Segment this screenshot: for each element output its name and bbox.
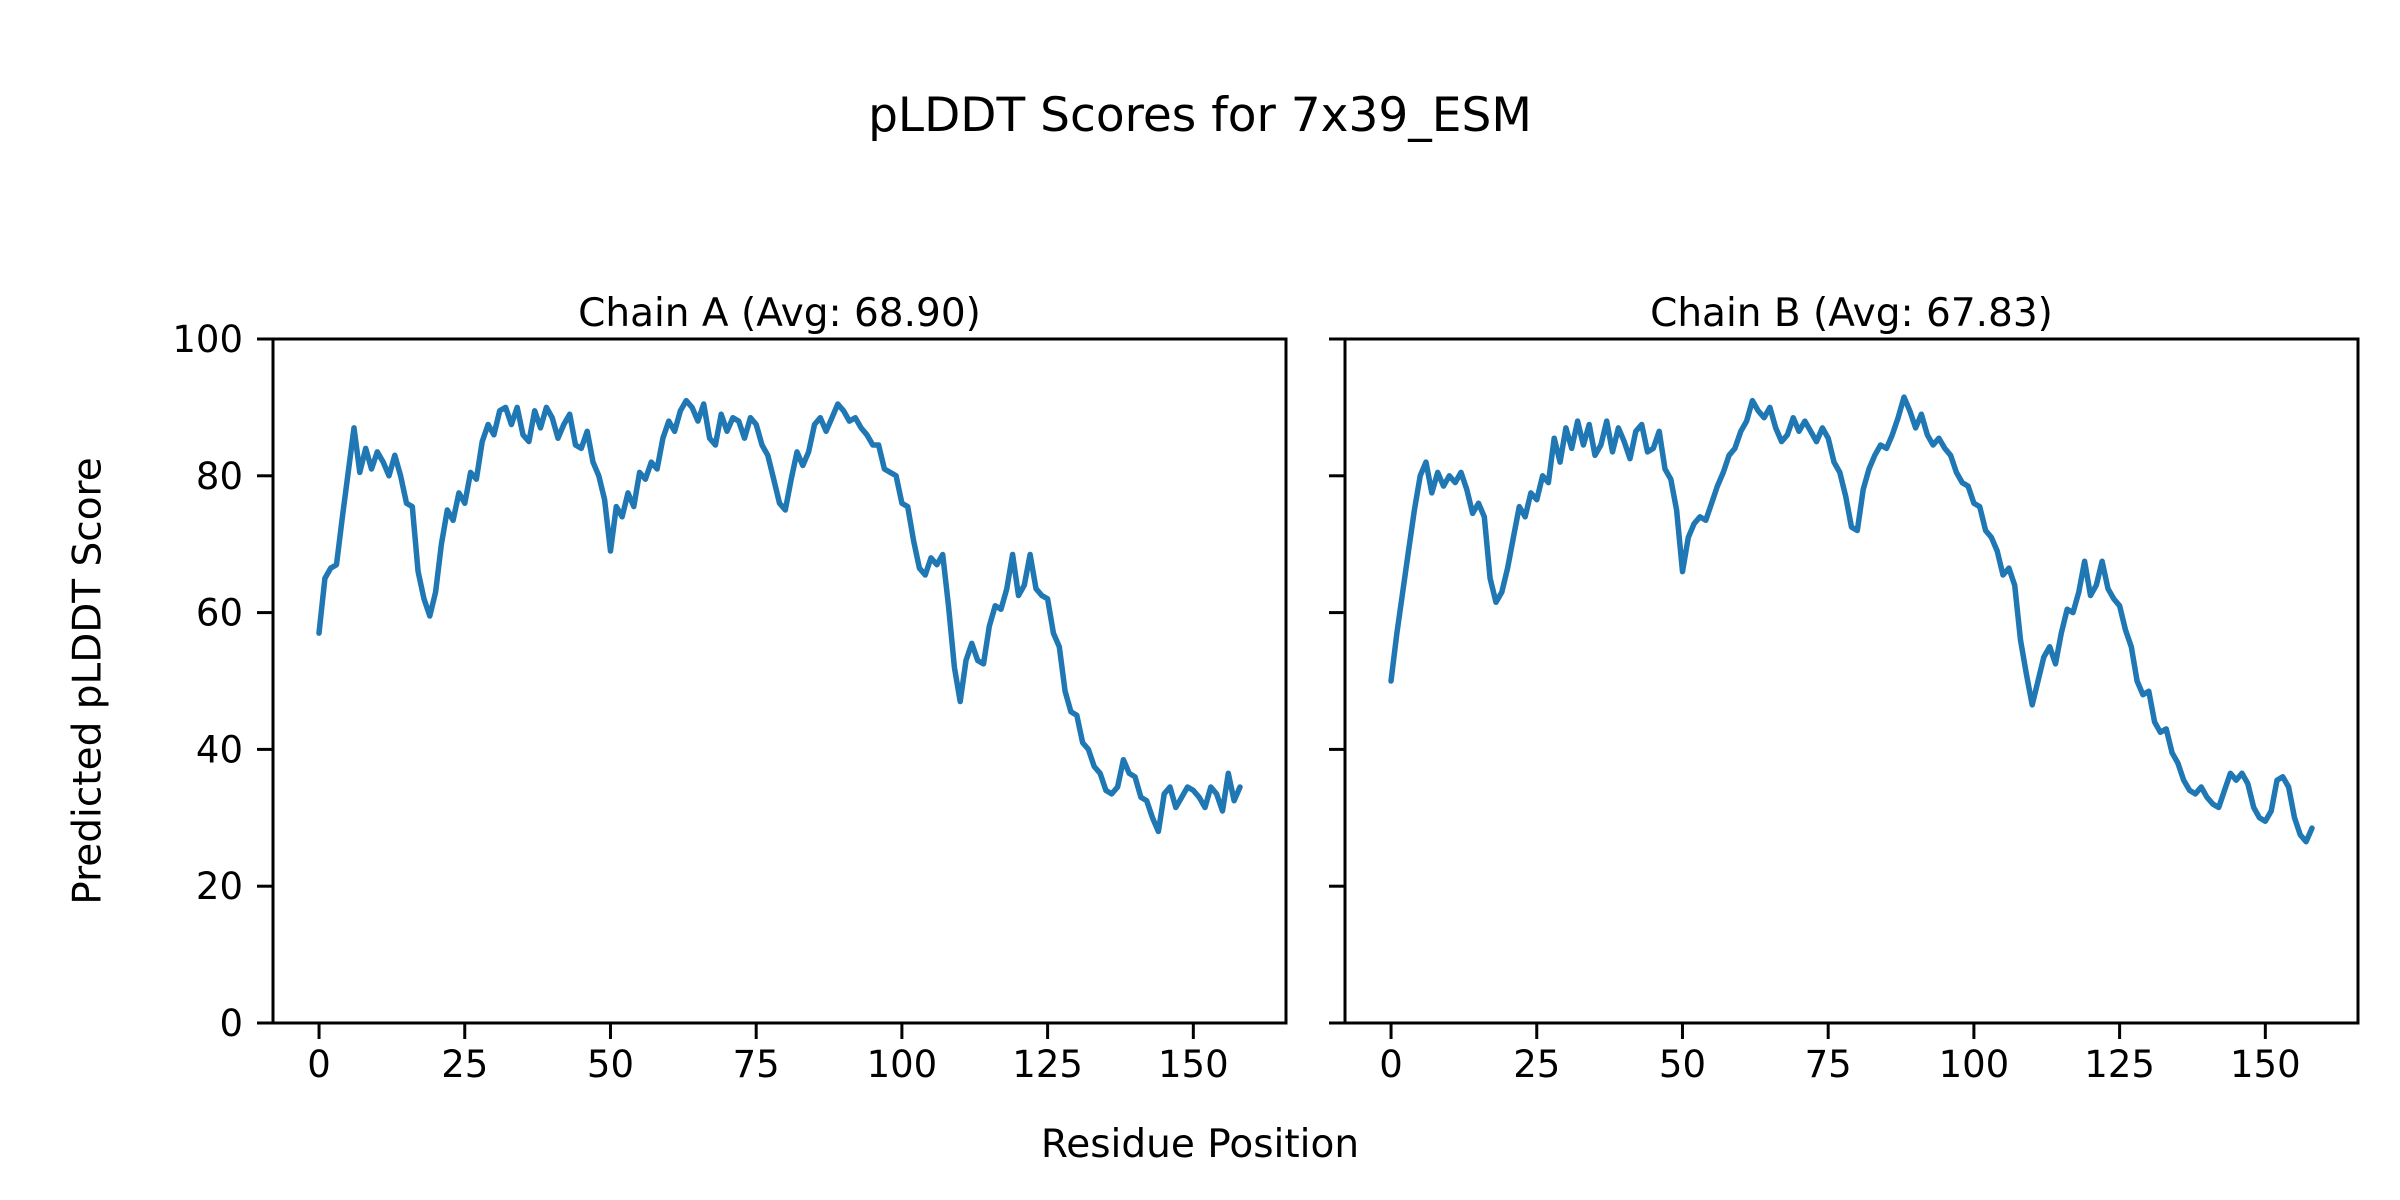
x-tick-label: 50	[587, 1043, 634, 1086]
chain-b-plot: 0 25 50 75 100 125 150	[1329, 337, 2360, 1086]
chain-b-plot-frame	[1343, 337, 2360, 1025]
x-tick-label: 100	[1939, 1043, 2010, 1086]
y-tick-label: 40	[196, 728, 243, 771]
x-tick-label: 150	[2230, 1043, 2301, 1086]
x-tick-label: 125	[2084, 1043, 2155, 1086]
x-tick-label: 0	[307, 1043, 331, 1086]
x-tick-label: 100	[867, 1043, 938, 1086]
y-tick-label: 100	[172, 318, 243, 361]
x-tick-label: 75	[1805, 1043, 1852, 1086]
chain-b-subplot-title: Chain B (Avg: 67.83)	[1650, 291, 2053, 336]
x-tick-label: 25	[441, 1043, 488, 1086]
x-tick-label: 50	[1659, 1043, 1706, 1086]
chain-a-plot: 0 25 50 75 100 125 150 0 20 40 60 80 100	[172, 318, 1288, 1086]
chain-a-plot-frame	[271, 337, 1288, 1025]
x-tick-label: 125	[1012, 1043, 1083, 1086]
x-tick-label: 75	[733, 1043, 780, 1086]
x-tick-label: 25	[1513, 1043, 1560, 1086]
y-tick-label: 0	[219, 1002, 243, 1045]
y-tick-label: 20	[196, 865, 243, 908]
x-axis-label: Residue Position	[1040, 1122, 1360, 1167]
plddt-line-chain-b	[1388, 394, 2315, 845]
y-tick-label: 60	[196, 592, 243, 635]
plddt-line-chain-a	[316, 397, 1243, 835]
figure-title: pLDDT Scores for 7x39_ESM	[868, 88, 1532, 143]
y-tick-label: 80	[196, 455, 243, 498]
x-tick-label: 0	[1379, 1043, 1403, 1086]
chain-a-subplot-title: Chain A (Avg: 68.90)	[578, 291, 981, 336]
x-tick-label: 150	[1158, 1043, 1229, 1086]
